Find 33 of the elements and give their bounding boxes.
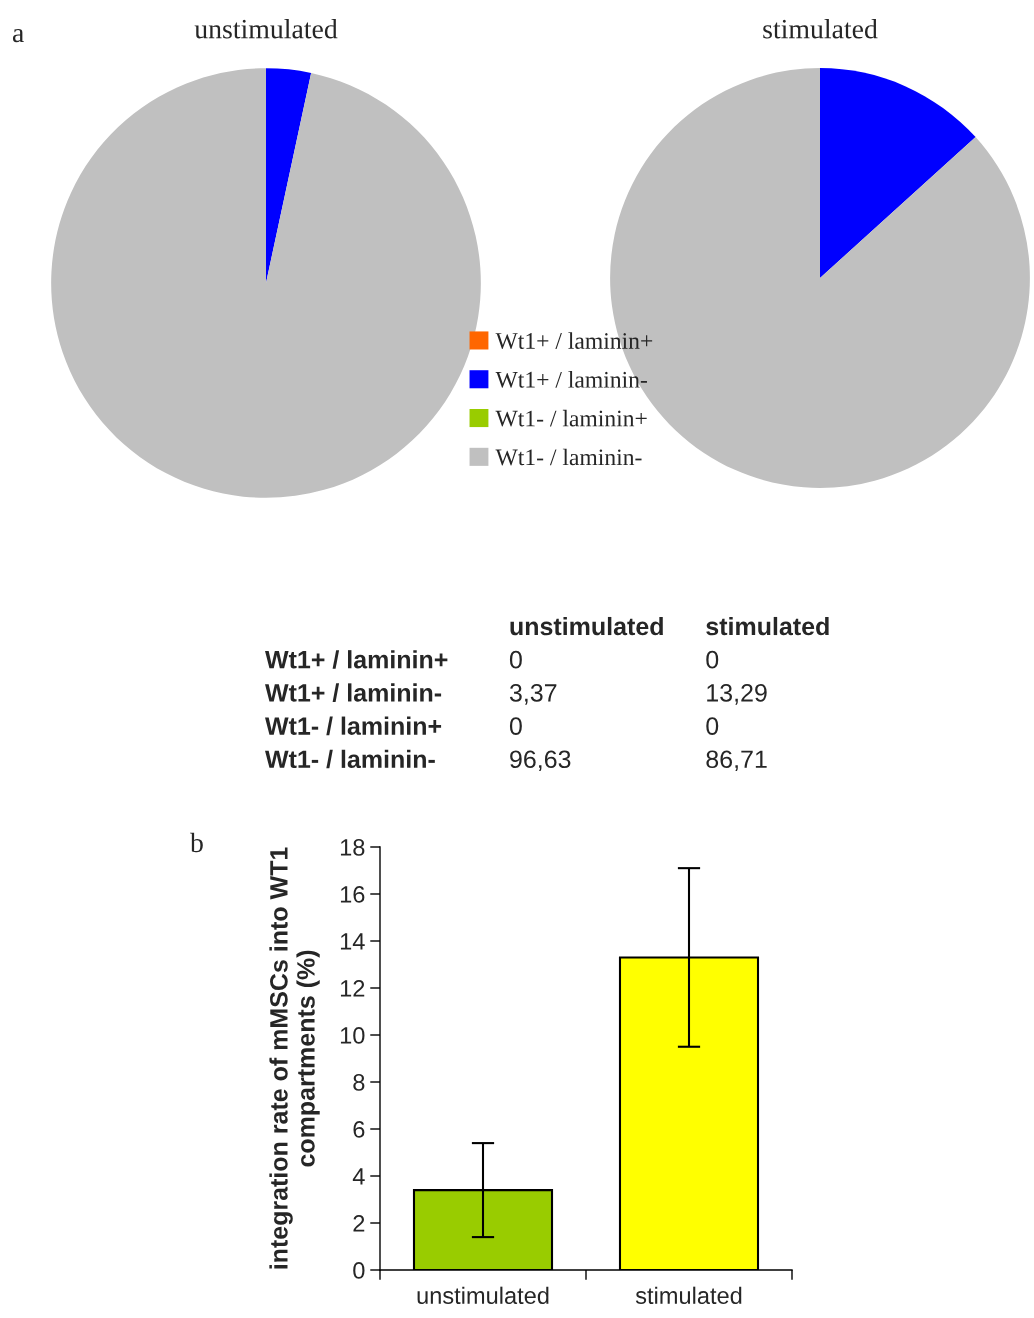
category-label: Wt1+ / laminin- — [265, 683, 442, 702]
text: unstimulated — [510, 616, 663, 636]
legend-label: Wt1+ / laminin- — [495, 371, 647, 388]
y-tick-label: 12 — [340, 980, 365, 997]
y-axis-title: integration rate of mMSCs into WT1 compartments (%) — [269, 847, 320, 1269]
y-tick-label: 10 — [340, 1027, 365, 1044]
category-label: Wt1- / laminin+ — [265, 716, 442, 736]
y-tick-label: 8 — [353, 1074, 365, 1091]
data-label: 13,29 — [707, 684, 767, 705]
legend-label: Wt1- / laminin- — [495, 448, 642, 466]
y-tick-label: 2 — [353, 1215, 365, 1232]
text: stimulated — [706, 616, 829, 636]
data-label: 3,37 — [509, 684, 557, 705]
y-tick-label: 0 — [353, 1262, 365, 1279]
chart-title: stimulated — [763, 18, 878, 39]
y-tick-label: 4 — [352, 1168, 365, 1185]
data-label: 0 — [509, 650, 522, 669]
data-label: 0 — [706, 650, 719, 669]
y-tick-label: 16 — [340, 886, 365, 903]
data-label: 96,63 — [510, 750, 571, 772]
category-label: Wt1- / laminin- — [265, 749, 435, 769]
y-tick-label: 6 — [353, 1121, 365, 1138]
data-label: 86,71 — [706, 750, 767, 772]
category-label: Wt1+ / laminin+ — [265, 650, 448, 669]
y-tick-label: 18 — [340, 839, 365, 856]
data-label: 0 — [509, 717, 522, 735]
text: a — [12, 28, 24, 43]
legend-label: Wt1+ / laminin+ — [495, 332, 653, 350]
chart-title: unstimulated — [194, 18, 338, 39]
legend-label: Wt1- / laminin+ — [495, 409, 647, 427]
y-tick-label: 14 — [340, 933, 365, 950]
text: b — [190, 832, 203, 853]
data-label: 0 — [706, 717, 719, 735]
